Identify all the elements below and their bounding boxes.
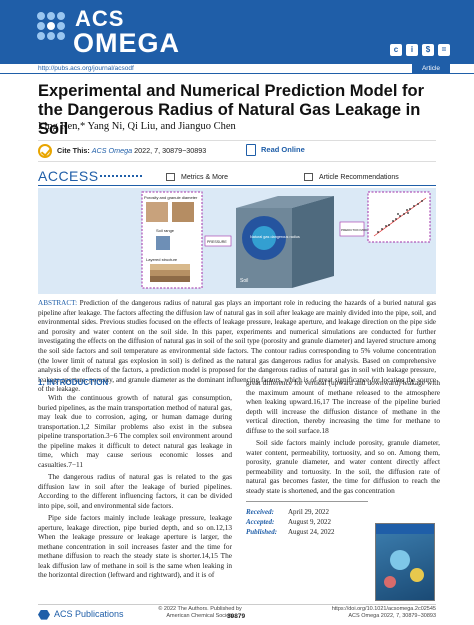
citation-text[interactable]: Cite This: ACS Omega 2022, 7, 30879−3089… bbox=[57, 146, 206, 155]
copyright-line-1: © 2022 The Authors. Published by bbox=[158, 606, 242, 612]
porosity-caption: Porosity and granule diameter bbox=[144, 195, 198, 200]
logo-acs-text: ACS bbox=[75, 6, 125, 31]
metrics-label: Metrics & More bbox=[181, 173, 229, 181]
doi-block: https://doi.org/10.1021/acsomega.2c02545… bbox=[332, 606, 436, 619]
received-date: April 29, 2022 bbox=[288, 508, 330, 516]
received-row: Received: April 29, 2022 bbox=[246, 507, 368, 517]
acs-hexagon-icon bbox=[38, 609, 50, 620]
author-list: Ling Ren,* Yang Ni, Qi Liu, and Jianguo … bbox=[38, 121, 236, 132]
accepted-row: Accepted: August 9, 2022 bbox=[246, 517, 368, 527]
access-bar: ACCESS Metrics & More Article Recommenda… bbox=[38, 168, 436, 186]
intro-paragraph-3: Pipe side factors mainly include leakage… bbox=[38, 513, 232, 579]
journal-cover-image[interactable] bbox=[375, 523, 435, 601]
published-date: August 24, 2022 bbox=[288, 528, 335, 536]
logo-dots-icon bbox=[37, 12, 71, 52]
metrics-more-link[interactable]: Metrics & More bbox=[166, 173, 228, 181]
layered-caption: Layered structure bbox=[146, 257, 178, 262]
right-paragraph-1: great difference for vertical (upward an… bbox=[246, 378, 440, 435]
copyright-notice: © 2022 The Authors. Published by America… bbox=[145, 606, 255, 619]
acs-publications-logo[interactable]: ACS Publications bbox=[38, 609, 124, 620]
cite-volume-pages: 2022, 7, 30879−30893 bbox=[132, 146, 207, 155]
right-paragraph-2: Soil side factors mainly include porosit… bbox=[246, 438, 440, 495]
graphical-abstract[interactable]: Porosity and granule diameter Soil range… bbox=[38, 188, 436, 294]
page-number: 30879 bbox=[227, 613, 246, 620]
article-type-tag: Article bbox=[411, 64, 450, 74]
intro-paragraph-1: With the continuous growth of natural ga… bbox=[38, 393, 232, 469]
read-online-label: Read Online bbox=[261, 144, 305, 154]
cover-sphere bbox=[410, 568, 424, 582]
published-label: Published: bbox=[246, 528, 278, 536]
read-online-button[interactable]: Read Online bbox=[246, 144, 305, 156]
publisher-name: ACS Publications bbox=[54, 609, 124, 619]
bar-chart-icon bbox=[166, 173, 175, 181]
soil-block-top bbox=[236, 196, 334, 208]
accepted-label: Accepted: bbox=[246, 518, 275, 526]
left-column: 1. INTRODUCTION With the continuous grow… bbox=[38, 378, 232, 583]
prediction-scatter-panel bbox=[367, 191, 431, 243]
recommendations-label: Article Recommendations bbox=[319, 173, 399, 181]
masthead: ACS OMEGA c i $ = bbox=[0, 0, 474, 64]
layer-3 bbox=[150, 276, 190, 282]
nc-icon: $ bbox=[422, 44, 434, 56]
cite-label: Cite This: bbox=[57, 146, 90, 155]
journal-reference: ACS Omega 2022, 7, 30879−30893 bbox=[348, 612, 436, 619]
abstract-label: ABSTRACT: bbox=[38, 299, 78, 307]
sub-header-bar bbox=[0, 64, 474, 74]
open-access-license-icons[interactable]: c i $ = bbox=[390, 44, 450, 56]
soil-sample-2 bbox=[172, 202, 194, 222]
publication-history: Received: April 29, 2022 Accepted: August … bbox=[246, 501, 368, 537]
accepted-date: August 9, 2022 bbox=[288, 518, 331, 526]
soil-temperature-box bbox=[156, 236, 170, 250]
scatter-points bbox=[377, 200, 423, 233]
acs-omega-logo[interactable]: ACS OMEGA bbox=[37, 6, 181, 58]
list-icon bbox=[304, 173, 313, 181]
article-title: Experimental and Numerical Prediction Mo… bbox=[38, 82, 425, 138]
cover-sphere bbox=[384, 576, 396, 588]
introduction-heading: 1. INTRODUCTION bbox=[38, 378, 109, 387]
footer-divider bbox=[38, 604, 436, 605]
soil-block-side bbox=[292, 196, 334, 288]
cc-icon: c bbox=[390, 44, 402, 56]
layer-2 bbox=[150, 270, 190, 276]
received-label: Received: bbox=[246, 508, 274, 516]
abstract-text: Prediction of the dangerous radius of na… bbox=[38, 299, 436, 394]
abstract: ABSTRACT: Prediction of the dangerous ra… bbox=[38, 299, 436, 395]
soil-range-caption: Soil range bbox=[156, 228, 175, 233]
dotted-separator bbox=[100, 175, 142, 177]
leak-caption: Natural gas dangerous radius bbox=[250, 235, 300, 239]
intro-paragraph-2: The dangerous radius of natural gas is r… bbox=[38, 472, 232, 510]
graphical-abstract-figure: Porosity and granule diameter Soil range… bbox=[141, 191, 431, 289]
by-icon: i bbox=[406, 44, 418, 56]
logo-omega-text: OMEGA bbox=[73, 28, 181, 58]
soil-sample-1 bbox=[146, 202, 168, 222]
journal-url-link[interactable]: http://pubs.acs.org/journal/acsodf bbox=[38, 65, 134, 72]
copyright-line-2: American Chemical Society bbox=[166, 612, 234, 619]
cover-sphere bbox=[390, 550, 410, 570]
cite-journal: ACS Omega bbox=[91, 146, 133, 155]
prediction-caption: PREDICTION MODEL bbox=[341, 228, 371, 232]
right-column: great difference for vertical (upward an… bbox=[246, 378, 440, 537]
pressure-caption: PRESSURE bbox=[207, 240, 227, 244]
cover-header bbox=[376, 524, 434, 534]
citation-bar: Cite This: ACS Omega 2022, 7, 30879−3089… bbox=[38, 140, 436, 162]
pressure-box bbox=[204, 235, 232, 247]
doi-link[interactable]: https://doi.org/10.1021/acsomega.2c02545 bbox=[331, 606, 436, 612]
nd-icon: = bbox=[438, 44, 450, 56]
published-row: Published: August 24, 2022 bbox=[246, 527, 368, 537]
layer-1 bbox=[150, 264, 190, 270]
gas-plume-core bbox=[252, 226, 276, 250]
document-icon bbox=[246, 144, 256, 156]
check-circle-icon bbox=[38, 144, 52, 158]
soil-caption: Soil bbox=[240, 278, 248, 284]
access-label: ACCESS bbox=[38, 168, 99, 184]
article-recommendations-link[interactable]: Article Recommendations bbox=[304, 173, 399, 181]
prediction-box bbox=[339, 221, 365, 237]
